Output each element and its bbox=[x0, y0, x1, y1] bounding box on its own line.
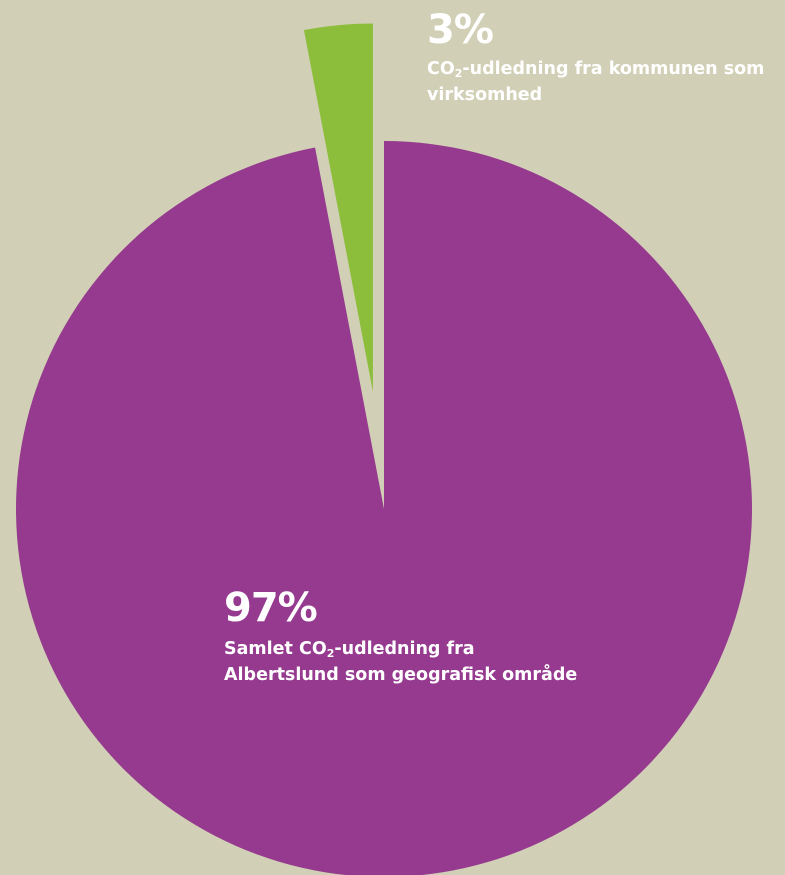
slice-description-97-part1: Samlet CO bbox=[224, 639, 327, 659]
pie-slice-3-percent bbox=[303, 23, 373, 392]
slice-label-97-percent: 97% Samlet CO2-udledning fra Albertslund… bbox=[224, 588, 584, 688]
slice-description-97: Samlet CO2-udledning fra Albertslund som… bbox=[224, 636, 584, 688]
slice-label-3-percent: 3% CO2-udledning fra kommunen som virkso… bbox=[427, 10, 785, 108]
pie-slice-97-percent bbox=[15, 141, 752, 875]
slice-percent-3: 3% bbox=[427, 7, 494, 53]
slice-description-3-part2: -udledning fra kommunen som virksomhed bbox=[427, 59, 765, 105]
slice-description-97-subscript: 2 bbox=[326, 647, 335, 660]
slice-description-97-part2: -udledning fra Albertslund som geografis… bbox=[224, 639, 578, 685]
slice-description-3-part1: CO bbox=[427, 59, 455, 79]
slice-percent-97: 97% bbox=[224, 585, 318, 631]
slice-description-3: CO2-udledning fra kommunen som virksomhe… bbox=[427, 56, 785, 108]
slice-description-3-subscript: 2 bbox=[454, 67, 463, 80]
